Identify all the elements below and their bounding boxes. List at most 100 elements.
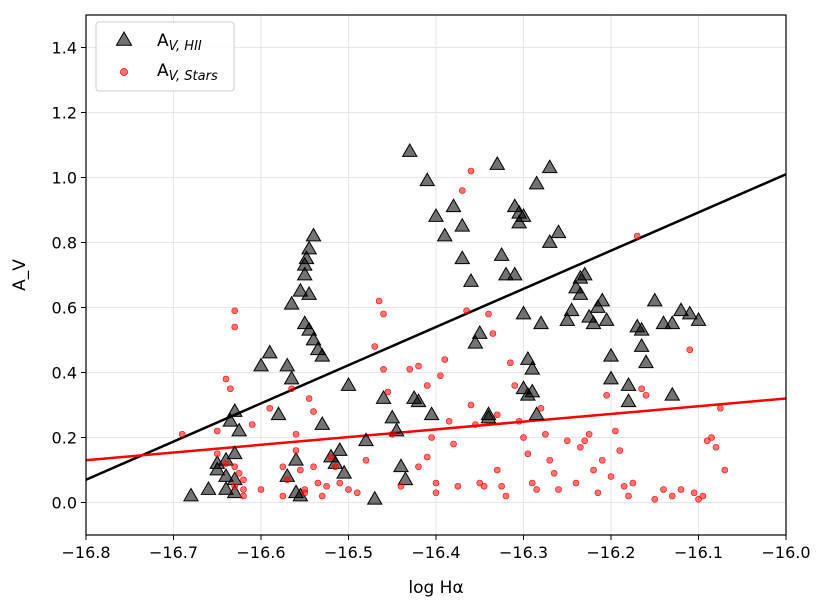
circle-point bbox=[493, 466, 501, 474]
circle-point bbox=[428, 434, 435, 441]
circle-point bbox=[546, 456, 554, 464]
triangle-point bbox=[283, 295, 300, 310]
circle-point bbox=[480, 482, 488, 490]
circle-point bbox=[323, 482, 330, 490]
triangle-point bbox=[533, 315, 549, 330]
circle-point bbox=[305, 395, 313, 402]
y-tick-label: 0.6 bbox=[52, 299, 77, 318]
x-tick-label: −16.2 bbox=[586, 543, 635, 562]
circle-point bbox=[406, 365, 414, 373]
triangle-point bbox=[292, 282, 309, 297]
legend: AV, HII AV, Stars bbox=[95, 21, 235, 92]
y-axis-ticks: 0.0 0.2 0.4 0.6 0.8 1.0 1.2 1.4 bbox=[52, 39, 86, 513]
circle-point bbox=[235, 469, 243, 477]
y-axis-label: A_V bbox=[10, 259, 30, 291]
triangle-point bbox=[524, 360, 541, 375]
triangle-point bbox=[559, 311, 576, 326]
triangle-point bbox=[336, 464, 353, 479]
triangle-point bbox=[603, 370, 619, 385]
triangle-point bbox=[366, 490, 383, 505]
circle-point bbox=[507, 359, 514, 367]
triangle-point bbox=[226, 402, 243, 417]
circle-point bbox=[467, 401, 475, 409]
y-tick-label: 1.4 bbox=[52, 39, 77, 58]
x-tick-label: −16.0 bbox=[761, 543, 810, 562]
circle-point bbox=[301, 489, 309, 497]
triangle-point bbox=[528, 406, 545, 421]
circle-point bbox=[384, 388, 392, 396]
x-tick-label: −16.5 bbox=[324, 543, 373, 562]
triangle-point bbox=[423, 406, 440, 421]
triangle-point bbox=[506, 266, 523, 281]
circle-point bbox=[703, 437, 711, 445]
circle-point bbox=[240, 492, 247, 500]
circle-point bbox=[717, 404, 724, 412]
triangle-point bbox=[585, 315, 602, 330]
circle-point bbox=[472, 421, 479, 428]
circle-point bbox=[638, 385, 645, 393]
y-tick-label: 1.2 bbox=[52, 104, 77, 123]
circle-point bbox=[585, 430, 593, 438]
triangle-point bbox=[283, 370, 300, 385]
circle-point bbox=[493, 411, 501, 419]
x-tick-label: −16.8 bbox=[61, 543, 110, 562]
triangle-point bbox=[419, 172, 436, 187]
circle-point bbox=[642, 391, 650, 399]
triangle-point bbox=[594, 292, 611, 307]
circle-point bbox=[445, 417, 453, 425]
circle-point bbox=[454, 482, 462, 490]
circle-point bbox=[441, 356, 449, 363]
triangle-point bbox=[480, 406, 497, 421]
triangle-point bbox=[572, 285, 589, 300]
circle-point bbox=[297, 466, 304, 474]
circle-point bbox=[590, 466, 597, 474]
legend-label-stars: AV, Stars bbox=[157, 61, 218, 84]
circle-point bbox=[240, 476, 247, 484]
circle-point bbox=[423, 453, 431, 461]
y-tick-label: 0.0 bbox=[52, 494, 77, 513]
triangle-point bbox=[620, 393, 637, 408]
triangle-point bbox=[690, 311, 707, 326]
x-axis-label: log Hα bbox=[408, 578, 463, 598]
triangle-point bbox=[638, 354, 654, 369]
legend-item-stars: AV, Stars bbox=[120, 61, 218, 84]
circle-point bbox=[213, 427, 221, 435]
circle-point bbox=[612, 427, 619, 435]
triangle-point bbox=[397, 471, 414, 486]
circle-point bbox=[240, 486, 247, 493]
triangle-point bbox=[340, 376, 357, 391]
circle-point bbox=[227, 385, 234, 393]
triangle-point bbox=[620, 376, 637, 391]
circle-point bbox=[353, 489, 361, 497]
circle-point bbox=[318, 492, 326, 500]
circle-point bbox=[310, 463, 317, 471]
circle-point bbox=[345, 486, 352, 493]
circle-point bbox=[292, 447, 300, 454]
triangle-point bbox=[301, 321, 318, 336]
circle-point bbox=[690, 489, 698, 497]
y-tick-label: 0.2 bbox=[52, 429, 77, 448]
triangle-point bbox=[681, 305, 698, 320]
circle-point bbox=[362, 456, 370, 464]
triangle-point bbox=[563, 302, 580, 317]
circle-point bbox=[375, 297, 383, 305]
triangle-point bbox=[393, 458, 409, 473]
circle-point bbox=[533, 486, 540, 493]
fit-line bbox=[85, 397, 787, 462]
circle-point bbox=[310, 408, 317, 415]
triangle-point bbox=[226, 445, 243, 460]
triangle-point bbox=[226, 484, 243, 499]
circle-point bbox=[332, 463, 339, 471]
circle-point bbox=[388, 430, 396, 438]
circle-point bbox=[248, 421, 256, 428]
circle-point bbox=[423, 382, 431, 389]
circle-point bbox=[222, 460, 230, 467]
circle-point bbox=[458, 187, 466, 194]
triangle-point bbox=[467, 334, 484, 349]
circle-point bbox=[231, 482, 239, 490]
triangle-point bbox=[298, 250, 315, 265]
circle-point bbox=[489, 330, 497, 337]
circle-point bbox=[502, 492, 510, 500]
circle-point bbox=[520, 434, 527, 441]
